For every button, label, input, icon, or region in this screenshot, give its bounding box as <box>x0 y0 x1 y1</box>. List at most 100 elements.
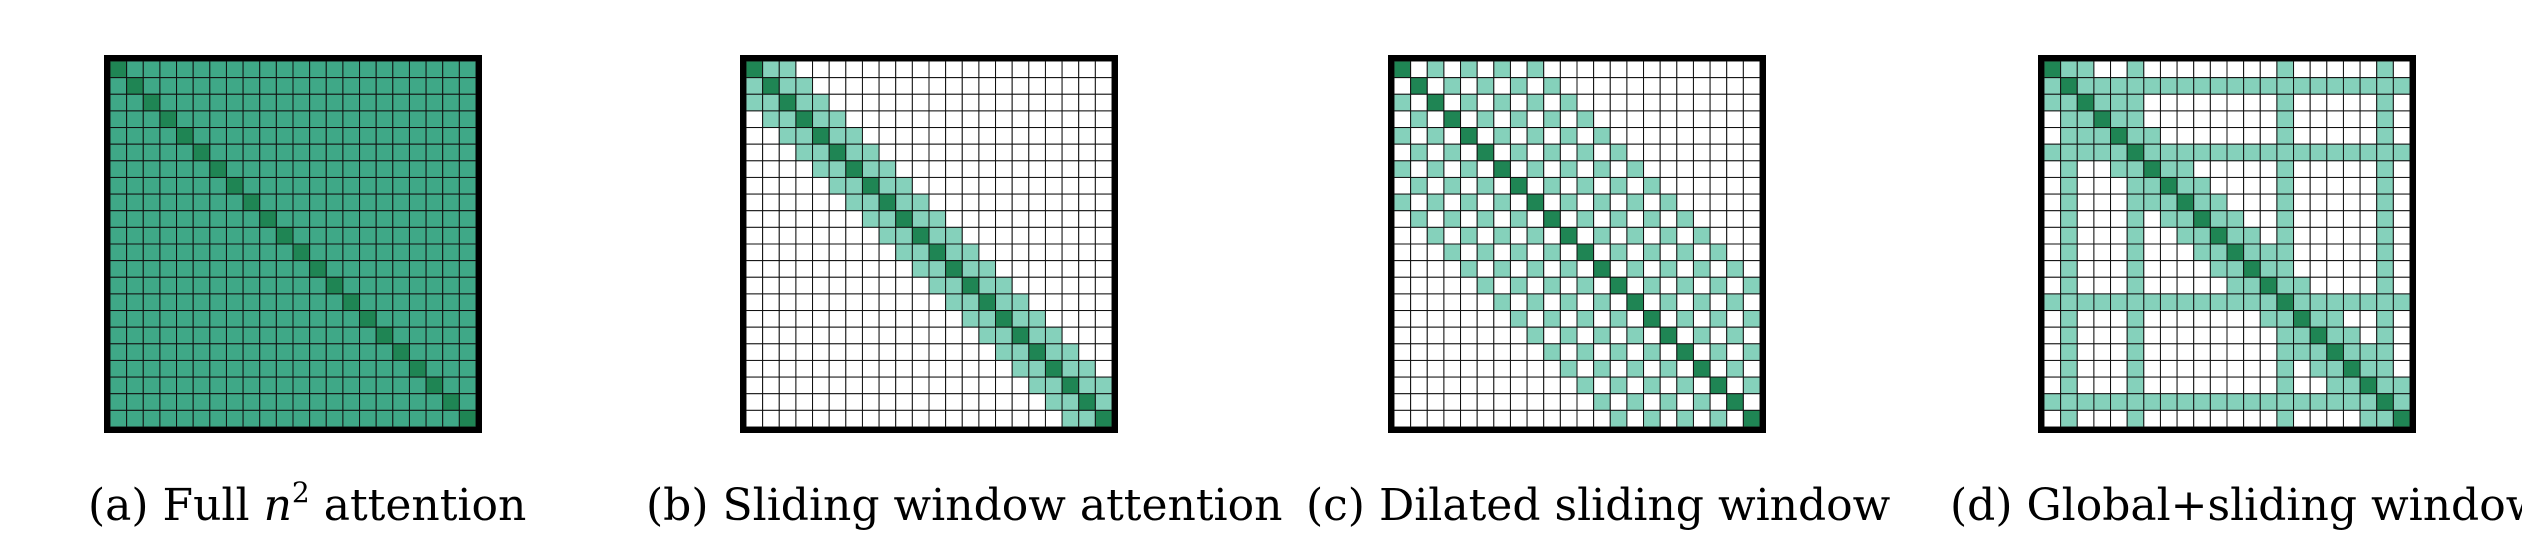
matrix-cell <box>1543 293 1561 312</box>
matrix-cell <box>762 160 780 178</box>
matrix-cell <box>1493 60 1511 79</box>
matrix-cell <box>159 293 178 312</box>
matrix-cell <box>275 276 294 295</box>
matrix-cell <box>2110 393 2128 411</box>
matrix-cell <box>1526 393 1545 411</box>
matrix-cell <box>1626 226 1645 245</box>
matrix-cell <box>1426 77 1445 95</box>
matrix-cell <box>342 409 361 428</box>
matrix-cell <box>2326 93 2344 112</box>
matrix-cell <box>1078 393 1096 411</box>
matrix-cell <box>1659 310 1678 328</box>
matrix-cell <box>1061 160 1080 178</box>
matrix-cell <box>2226 210 2245 228</box>
matrix-cell <box>2126 260 2145 278</box>
matrix-cell <box>1659 127 1678 145</box>
matrix-cell <box>2326 293 2344 312</box>
matrix-cell <box>2276 193 2295 212</box>
matrix-cell <box>209 343 227 361</box>
matrix-cell <box>209 60 227 79</box>
matrix-cell <box>778 243 797 262</box>
matrix-cell <box>359 60 377 79</box>
matrix-cell <box>1028 110 1046 129</box>
matrix-cell <box>2392 310 2411 328</box>
matrix-cell <box>2359 293 2378 312</box>
matrix-cell <box>2076 276 2095 295</box>
matrix-cell <box>425 310 444 328</box>
matrix-cell <box>1028 243 1046 262</box>
matrix-cell <box>1526 110 1545 129</box>
matrix-cell <box>1426 60 1445 79</box>
matrix-cell <box>1393 93 1412 112</box>
matrix-cell <box>1476 193 1495 212</box>
matrix-cell <box>1094 226 1113 245</box>
matrix-cell <box>109 293 128 312</box>
matrix-cell <box>325 226 344 245</box>
matrix-cell <box>1410 293 1428 312</box>
matrix-cell <box>275 409 294 428</box>
matrix-cell <box>745 110 764 129</box>
matrix-cell <box>292 127 311 145</box>
matrix-cell <box>1692 193 1711 212</box>
matrix-cell <box>259 359 277 378</box>
matrix-cell <box>1676 376 1694 395</box>
matrix-cell <box>275 93 294 112</box>
matrix-cell <box>109 160 128 178</box>
matrix-cell <box>845 127 863 145</box>
matrix-cell <box>2309 77 2328 95</box>
matrix-cell <box>292 193 311 212</box>
matrix-cell <box>2126 193 2145 212</box>
matrix-cell <box>2342 193 2361 212</box>
matrix-cell <box>1726 176 1744 195</box>
matrix-cell <box>392 393 410 411</box>
matrix-cell <box>2143 77 2161 95</box>
matrix-cell <box>2309 210 2328 228</box>
matrix-cell <box>1426 243 1445 262</box>
matrix-cell <box>2392 376 2411 395</box>
matrix-cell <box>878 110 897 129</box>
matrix-cell <box>2392 93 2411 112</box>
matrix-cell <box>1094 310 1113 328</box>
matrix-cell <box>192 193 211 212</box>
matrix-cell <box>961 409 980 428</box>
matrix-cell <box>2259 60 2278 79</box>
matrix-cell <box>762 110 780 129</box>
matrix-cell <box>2043 93 2062 112</box>
matrix-cell <box>812 376 830 395</box>
matrix-cell <box>1078 110 1096 129</box>
matrix-cell <box>375 393 394 411</box>
matrix-cell <box>1576 127 1595 145</box>
matrix-cell <box>961 260 980 278</box>
matrix-cell <box>795 210 814 228</box>
matrix-cell <box>126 176 144 195</box>
matrix-cell <box>408 210 427 228</box>
matrix-cell <box>845 293 863 312</box>
matrix-cell <box>1044 393 1063 411</box>
matrix-cell <box>878 310 897 328</box>
matrix-cell <box>392 276 410 295</box>
matrix-cell <box>895 93 913 112</box>
matrix-cell <box>1061 226 1080 245</box>
matrix-cell <box>225 127 244 145</box>
matrix-cell <box>1044 210 1063 228</box>
matrix-cell <box>1626 310 1645 328</box>
matrix-cell <box>1410 276 1428 295</box>
matrix-cell <box>458 293 477 312</box>
matrix-cell <box>945 127 963 145</box>
matrix-cell <box>392 160 410 178</box>
matrix-cell <box>292 293 311 312</box>
matrix-cell <box>778 60 797 79</box>
matrix-cell <box>442 293 460 312</box>
matrix-cell <box>2293 110 2311 129</box>
matrix-cell <box>142 110 161 129</box>
matrix-cell <box>995 60 1013 79</box>
matrix-cell <box>1476 409 1495 428</box>
matrix-cell <box>325 260 344 278</box>
matrix-cell <box>458 343 477 361</box>
matrix-cell <box>375 243 394 262</box>
matrix-cell <box>1609 343 1628 361</box>
matrix-cell <box>2193 110 2211 129</box>
matrix-cell <box>1676 176 1694 195</box>
matrix-cell <box>1509 210 1528 228</box>
matrix-cell <box>2143 210 2161 228</box>
